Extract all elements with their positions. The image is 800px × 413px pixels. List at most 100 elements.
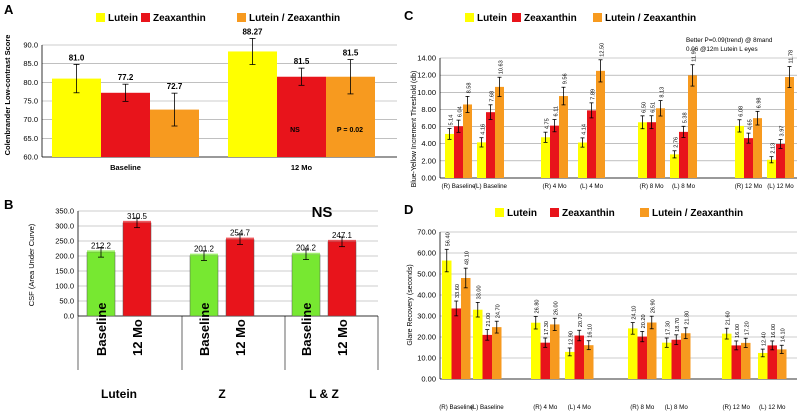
y-axis-title: Colenbrander Low-contrast Score bbox=[3, 35, 12, 156]
y-tick-label: 6.00 bbox=[421, 122, 436, 131]
data-label: 6.11 bbox=[554, 106, 560, 116]
panel-label-b: B bbox=[4, 197, 13, 212]
bar bbox=[767, 345, 777, 379]
bar bbox=[492, 327, 502, 379]
bar bbox=[662, 342, 672, 379]
legend-label: Lutein / Zeaxanthin bbox=[605, 13, 696, 24]
legend-swatch bbox=[495, 208, 504, 217]
bar bbox=[442, 260, 452, 379]
data-label: 20.70 bbox=[578, 313, 584, 327]
x-tick-label: Baseline bbox=[94, 303, 109, 356]
annotation-ns: NS bbox=[290, 127, 300, 134]
y-tick-label: 12.00 bbox=[417, 71, 436, 80]
data-label: 212.2 bbox=[91, 241, 112, 250]
x-tick-label: (R) 8 Mo bbox=[630, 404, 655, 411]
data-label: 56.40 bbox=[446, 232, 452, 246]
data-label: 81.5 bbox=[294, 57, 310, 66]
x-tick-label: (L) Baseline bbox=[471, 404, 505, 411]
x-tick-label: (L) 8 Mo bbox=[672, 183, 696, 190]
bar bbox=[584, 345, 594, 379]
x-tick-label: (R) Baseline bbox=[441, 183, 476, 190]
bar bbox=[670, 154, 679, 178]
panel-label-a: A bbox=[4, 2, 14, 17]
data-label: 48.10 bbox=[465, 251, 471, 265]
x-tick-label: Baseline bbox=[110, 163, 141, 172]
data-label: 16.10 bbox=[588, 324, 594, 338]
data-label: 6.08 bbox=[739, 106, 745, 117]
y-axis-title: Blue-Yellow Increment Threshold (db) bbox=[411, 71, 418, 188]
data-label: 17.30 bbox=[666, 321, 672, 335]
data-label: 20.20 bbox=[641, 314, 647, 328]
bar bbox=[637, 336, 647, 379]
bar bbox=[486, 112, 495, 178]
bar bbox=[541, 137, 550, 178]
bar bbox=[758, 352, 768, 379]
y-tick-label: 4.00 bbox=[421, 139, 436, 148]
panel-label-c: C bbox=[404, 8, 414, 23]
data-label: 14.10 bbox=[781, 328, 787, 342]
data-label: 16.00 bbox=[771, 324, 777, 338]
data-label: 11.97 bbox=[692, 48, 698, 62]
bar bbox=[559, 96, 568, 178]
data-label: 254.7 bbox=[230, 229, 251, 238]
data-label: 8.13 bbox=[660, 87, 666, 98]
bar bbox=[277, 76, 326, 157]
y-tick-label: 200.0 bbox=[55, 252, 74, 261]
data-label: 204.2 bbox=[296, 244, 317, 253]
bar bbox=[647, 122, 656, 178]
x-tick-label: (L) 4 Mo bbox=[580, 183, 604, 190]
legend-label: Lutein / Zeaxanthin bbox=[249, 13, 340, 24]
legend-swatch bbox=[593, 13, 602, 22]
legend-swatch bbox=[550, 208, 559, 217]
bar bbox=[565, 351, 575, 379]
bar bbox=[86, 252, 116, 317]
data-label: 88.27 bbox=[242, 27, 263, 36]
y-tick-label: 70.0 bbox=[23, 115, 38, 124]
bar bbox=[671, 339, 681, 379]
legend-label: Lutein bbox=[108, 13, 138, 24]
note-text: 0.06 @12m Lutein L eyes bbox=[686, 46, 758, 53]
legend-label: Zeaxanthin bbox=[153, 13, 206, 24]
data-label: 3.97 bbox=[780, 126, 786, 137]
y-tick-label: 50.00 bbox=[417, 270, 436, 279]
data-label: 4.75 bbox=[545, 118, 551, 129]
y-tick-label: 20.00 bbox=[417, 333, 436, 342]
y-tick-label: 50.0 bbox=[59, 297, 74, 306]
bar bbox=[735, 125, 744, 178]
bar bbox=[578, 142, 587, 178]
annotation-p: P = 0.02 bbox=[337, 127, 363, 134]
x-tick-label: (L) Baseline bbox=[474, 183, 508, 190]
x-tick-label: 12 Mo bbox=[130, 319, 145, 356]
x-tick-label: Baseline bbox=[197, 303, 212, 356]
group-label: L & Z bbox=[309, 387, 339, 401]
bar bbox=[189, 255, 219, 317]
y-tick-label: 8.00 bbox=[421, 105, 436, 114]
data-label: 9.56 bbox=[563, 73, 569, 84]
y-tick-label: 60.00 bbox=[417, 249, 436, 258]
data-label: 11.78 bbox=[789, 50, 795, 64]
bar bbox=[596, 70, 605, 178]
bar bbox=[587, 110, 596, 178]
bar bbox=[744, 138, 753, 178]
data-label: 33.00 bbox=[477, 285, 483, 299]
data-label: 7.68 bbox=[490, 91, 496, 102]
data-label: 72.7 bbox=[167, 82, 183, 91]
bar bbox=[225, 239, 255, 317]
bar bbox=[463, 104, 472, 178]
data-label: 201.2 bbox=[194, 245, 215, 254]
x-tick-label: (R) Baseline bbox=[439, 404, 474, 411]
data-label: 247.1 bbox=[332, 231, 353, 240]
bar bbox=[454, 126, 463, 178]
data-label: 12.50 bbox=[600, 43, 606, 57]
data-label: 21.60 bbox=[726, 311, 732, 325]
y-tick-label: 60.0 bbox=[23, 153, 38, 162]
data-label: 24.70 bbox=[496, 304, 502, 318]
bar bbox=[679, 131, 688, 178]
x-tick-label: (R) 12 Mo bbox=[722, 404, 750, 411]
y-tick-label: 30.00 bbox=[417, 312, 436, 321]
data-label: 33.60 bbox=[455, 284, 461, 298]
data-label: 26.00 bbox=[554, 301, 560, 315]
panel-label-d: D bbox=[404, 202, 413, 217]
bar bbox=[647, 322, 657, 379]
